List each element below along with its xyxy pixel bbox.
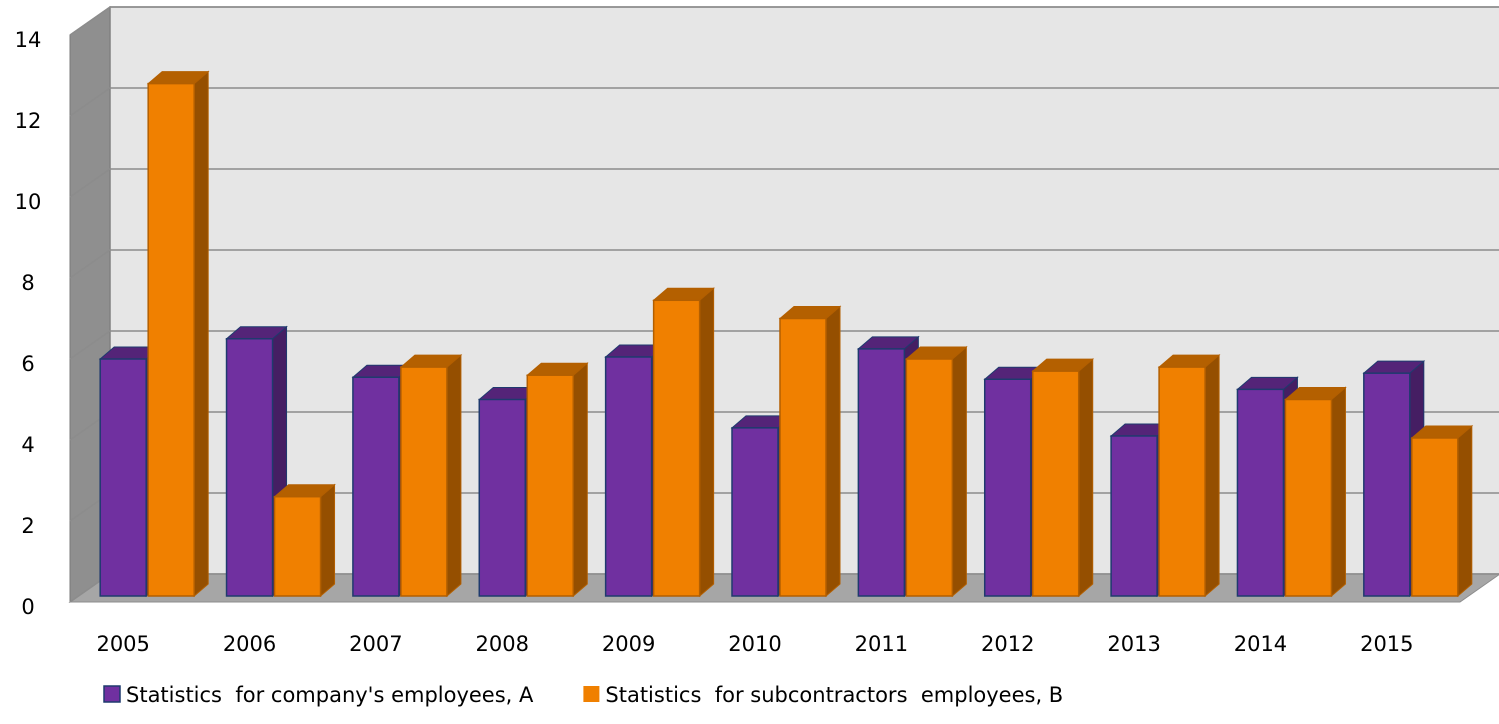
bar-side bbox=[193, 70, 209, 598]
bar bbox=[652, 287, 715, 598]
bar-front bbox=[352, 376, 400, 597]
bar bbox=[1031, 358, 1095, 598]
x-tick-label: 2011 bbox=[855, 632, 908, 656]
bar-side bbox=[1078, 358, 1094, 598]
bar-front bbox=[147, 82, 195, 597]
bar-front bbox=[478, 398, 527, 597]
x-tick-label: 2007 bbox=[349, 632, 402, 656]
bar bbox=[525, 362, 589, 598]
bar-front bbox=[1158, 366, 1206, 597]
grid-line bbox=[69, 330, 1499, 360]
bar-side bbox=[825, 305, 841, 598]
y-tick-label: 6 bbox=[21, 352, 34, 376]
bar bbox=[1157, 354, 1221, 598]
bar-side bbox=[1204, 354, 1220, 598]
grid-line bbox=[69, 6, 1499, 36]
x-tick-label: 2014 bbox=[1234, 632, 1287, 656]
legend-label: Statistics for subcontractors employees,… bbox=[605, 683, 1063, 707]
bar-front bbox=[273, 495, 322, 597]
x-tick-label: 2006 bbox=[223, 632, 276, 656]
bar-front bbox=[731, 427, 779, 597]
y-tick-label: 4 bbox=[21, 433, 34, 457]
legend-swatch bbox=[583, 686, 600, 702]
grid-line bbox=[69, 87, 1499, 117]
bar bbox=[1410, 424, 1474, 598]
bar-front bbox=[857, 348, 906, 597]
legend-label: Statistics for company's employees, A bbox=[126, 683, 534, 707]
bar bbox=[273, 483, 336, 598]
bar-side bbox=[699, 287, 715, 598]
y-tick-label: 0 bbox=[21, 595, 34, 619]
bar-front bbox=[1284, 398, 1333, 597]
bar bbox=[905, 345, 968, 598]
bar-front bbox=[604, 356, 653, 597]
y-tick-label: 10 bbox=[15, 190, 42, 214]
bar bbox=[778, 305, 842, 598]
x-tick-label: 2013 bbox=[1107, 632, 1160, 656]
bar-side bbox=[572, 362, 588, 598]
legend-swatch bbox=[103, 685, 121, 703]
bar-front bbox=[779, 317, 827, 597]
x-tick-label: 2012 bbox=[981, 632, 1034, 656]
y-tick-label: 2 bbox=[21, 514, 34, 538]
bar bbox=[146, 70, 210, 598]
x-tick-label: 2009 bbox=[602, 632, 655, 656]
bar-side bbox=[1330, 386, 1346, 598]
bar-front bbox=[526, 374, 575, 597]
bar-front bbox=[1110, 435, 1158, 597]
y-tick-label: 8 bbox=[21, 271, 34, 295]
bar-side bbox=[951, 345, 967, 598]
bar bbox=[399, 354, 463, 598]
bar-front bbox=[905, 358, 954, 597]
y-tick-label: 14 bbox=[15, 28, 42, 52]
x-tick-label: 2005 bbox=[96, 632, 149, 656]
x-tick-label: 2008 bbox=[476, 632, 529, 656]
bar-front bbox=[1411, 437, 1459, 597]
bar-front bbox=[400, 366, 448, 597]
x-tick-label: 2010 bbox=[728, 632, 781, 656]
bar-front bbox=[99, 358, 147, 597]
bar-side bbox=[446, 354, 462, 598]
bar-front bbox=[1236, 388, 1285, 597]
bar-side bbox=[1457, 424, 1473, 598]
grid-line bbox=[69, 249, 1499, 279]
grid-line bbox=[69, 168, 1499, 198]
bar-front bbox=[983, 378, 1032, 597]
bar bbox=[1284, 386, 1347, 598]
bar-side bbox=[320, 483, 336, 598]
bar-front bbox=[225, 338, 274, 597]
y-tick-label: 12 bbox=[15, 109, 42, 133]
bar-front bbox=[652, 299, 701, 597]
x-tick-label: 2015 bbox=[1360, 632, 1413, 656]
bar-front bbox=[1031, 370, 1080, 597]
bar-front bbox=[1363, 372, 1411, 597]
